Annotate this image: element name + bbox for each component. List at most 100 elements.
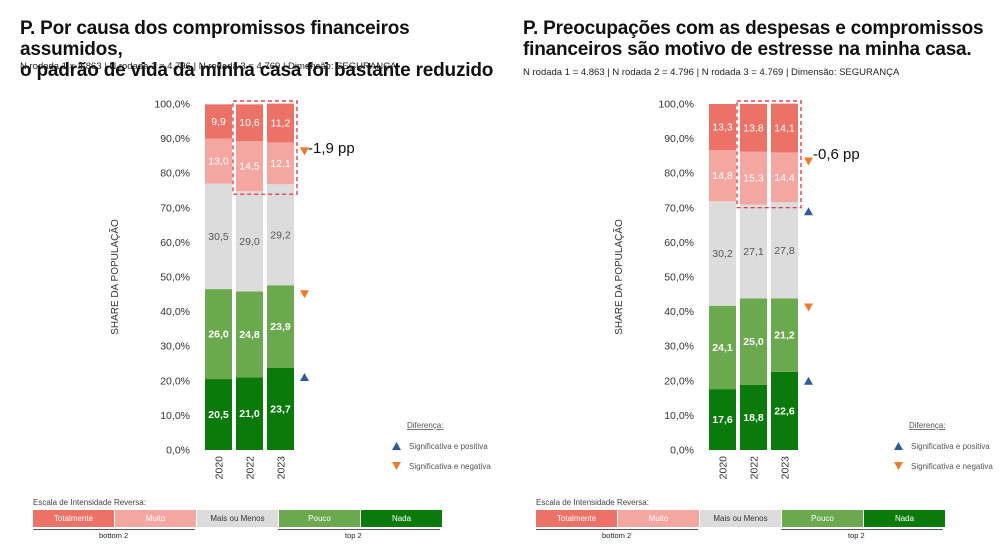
intensity-scale: Escala de Intensidade Reversa: Totalment… (33, 498, 443, 545)
bar-segment-mais-ou-menos (267, 184, 294, 286)
data-label: 21,2 (774, 330, 795, 342)
significance-down-icon (804, 303, 813, 312)
scale-cell-mais-ou-menos: Mais ou Menos (700, 510, 781, 527)
chart-subtitle: N rodada 1 = 4.863 | N rodada 2 = 4.796 … (20, 61, 397, 72)
bar-segment-pouco (709, 305, 736, 390)
data-label: 13,0 (208, 156, 229, 168)
x-tick-label: 2023 (780, 456, 792, 480)
y-tick-label: 20,0% (160, 375, 190, 387)
bar-segment-muito (267, 142, 294, 185)
bar-segment-muito (709, 150, 736, 202)
x-tick-label: 2023 (276, 456, 288, 480)
data-label: 29,0 (239, 236, 260, 248)
y-tick-label: 0,0% (670, 445, 694, 457)
data-label: 23,7 (270, 403, 291, 415)
legend-down-icon (894, 462, 903, 470)
significance-up-icon (804, 207, 813, 216)
bar-segment-muito (236, 141, 263, 192)
y-tick-label: 80,0% (160, 168, 190, 180)
data-label: 15,3 (743, 173, 764, 185)
intensity-scale: Escala de Intensidade Reversa: Totalment… (536, 498, 946, 545)
bar-segment-totalmente (740, 104, 767, 152)
data-label: 11,2 (271, 118, 291, 130)
bar-segment-nada (236, 377, 263, 450)
bar-segment-mais-ou-menos (771, 202, 798, 299)
bar-segment-totalmente (709, 104, 736, 151)
bar-segment-totalmente (205, 104, 232, 139)
y-tick-label: 50,0% (160, 272, 190, 284)
bar-segment-muito (771, 152, 798, 203)
data-label: 25,0 (743, 336, 764, 348)
bar-segment-nada (205, 379, 232, 450)
scale-cell-nada: Nada (361, 510, 442, 527)
title-line-2: o padrão de vida da minha casa foi basta… (20, 60, 494, 81)
scale-title: Escala de Intensidade Reversa: (33, 498, 146, 507)
data-label: 13,8 (743, 122, 764, 134)
data-label: 20,5 (208, 409, 229, 421)
legend-title: Diferença: (407, 421, 443, 430)
data-label: 26,0 (208, 329, 229, 341)
bottom-2-label: bottom 2 (602, 531, 632, 540)
y-tick-label: 80,0% (664, 168, 694, 180)
significance-up-icon (804, 376, 813, 385)
data-label: 22,6 (774, 405, 795, 417)
data-label: 23,9 (270, 321, 291, 333)
data-label: 17,6 (712, 414, 733, 426)
scale-row: Totalmente Muito Mais ou Menos Pouco Nad… (536, 510, 946, 527)
top-2-label: top 2 (848, 531, 865, 540)
bar-segment-pouco (267, 285, 294, 368)
data-label: 14,4 (774, 172, 795, 184)
legend-up-icon (392, 442, 401, 450)
chart-panel-left: P. Por causa dos compromissos financeiro… (20, 18, 494, 545)
legend-down-icon (392, 462, 401, 470)
y-tick-label: 70,0% (160, 202, 190, 214)
bar-segment-pouco (740, 298, 767, 385)
y-tick-label: 30,0% (664, 341, 694, 353)
title-line-1: P. Por causa dos compromissos financeiro… (20, 18, 410, 60)
bar-segment-muito (205, 138, 232, 184)
legend-negative-label: Significativa e negativa (911, 462, 993, 471)
chart-panel-right: P. Preocupações com as despesas e compro… (501, 0, 1002, 553)
bar-segment-mais-ou-menos (205, 183, 232, 290)
legend-positive-label: Significativa e positiva (911, 442, 990, 451)
y-tick-label: 10,0% (664, 410, 694, 422)
data-label: 10,6 (239, 117, 260, 129)
chart-subtitle: N rodada 1 = 4.863 | N rodada 2 = 4.796 … (523, 67, 900, 78)
data-label: 13,3 (712, 122, 733, 134)
legend-up-icon (894, 442, 903, 450)
bar-segment-pouco (771, 298, 798, 372)
data-label: 18,8 (743, 412, 764, 424)
scale-cell-nada: Nada (864, 510, 945, 527)
bar-segment-mais-ou-menos (709, 201, 736, 306)
top-2-label: top 2 (345, 531, 362, 540)
y-tick-label: 70,0% (664, 202, 694, 214)
scale-cell-pouco: Pouco (782, 510, 863, 527)
data-label: 9,9 (211, 116, 226, 128)
bar-segment-nada (267, 367, 294, 450)
data-label: 30,2 (712, 248, 733, 260)
scale-cell-muito: Muito (115, 510, 196, 527)
y-tick-label: 40,0% (664, 306, 694, 318)
title-line-2: financeiros são motivo de estresse na mi… (523, 39, 972, 60)
significance-down-icon (804, 157, 813, 166)
bottom-2-line (33, 529, 195, 530)
scale-row: Totalmente Muito Mais ou Menos Pouco Nad… (33, 510, 443, 527)
scale-title: Escala de Intensidade Reversa: (536, 498, 649, 507)
data-label: 24,8 (239, 329, 260, 341)
bar-segment-mais-ou-menos (740, 204, 767, 299)
y-tick-label: 50,0% (664, 272, 694, 284)
data-label: 30,5 (208, 231, 229, 243)
y-tick-label: 60,0% (160, 237, 190, 249)
legend-negative-label: Significativa e negativa (409, 462, 491, 471)
x-tick-label: 2022 (245, 456, 257, 480)
bottom-2-line (536, 529, 698, 530)
data-label: 12,1 (270, 158, 291, 170)
legend-title: Diferença: (909, 421, 945, 430)
y-tick-label: 10,0% (160, 410, 190, 422)
chart-title: P. Preocupações com as despesas e compro… (523, 18, 984, 60)
bar-segment-totalmente (771, 103, 798, 153)
data-label: 21,0 (239, 408, 260, 420)
data-label: 14,1 (774, 123, 795, 135)
y-tick-label: 90,0% (664, 133, 694, 145)
pp-difference-label: -0,6 pp (813, 146, 860, 163)
